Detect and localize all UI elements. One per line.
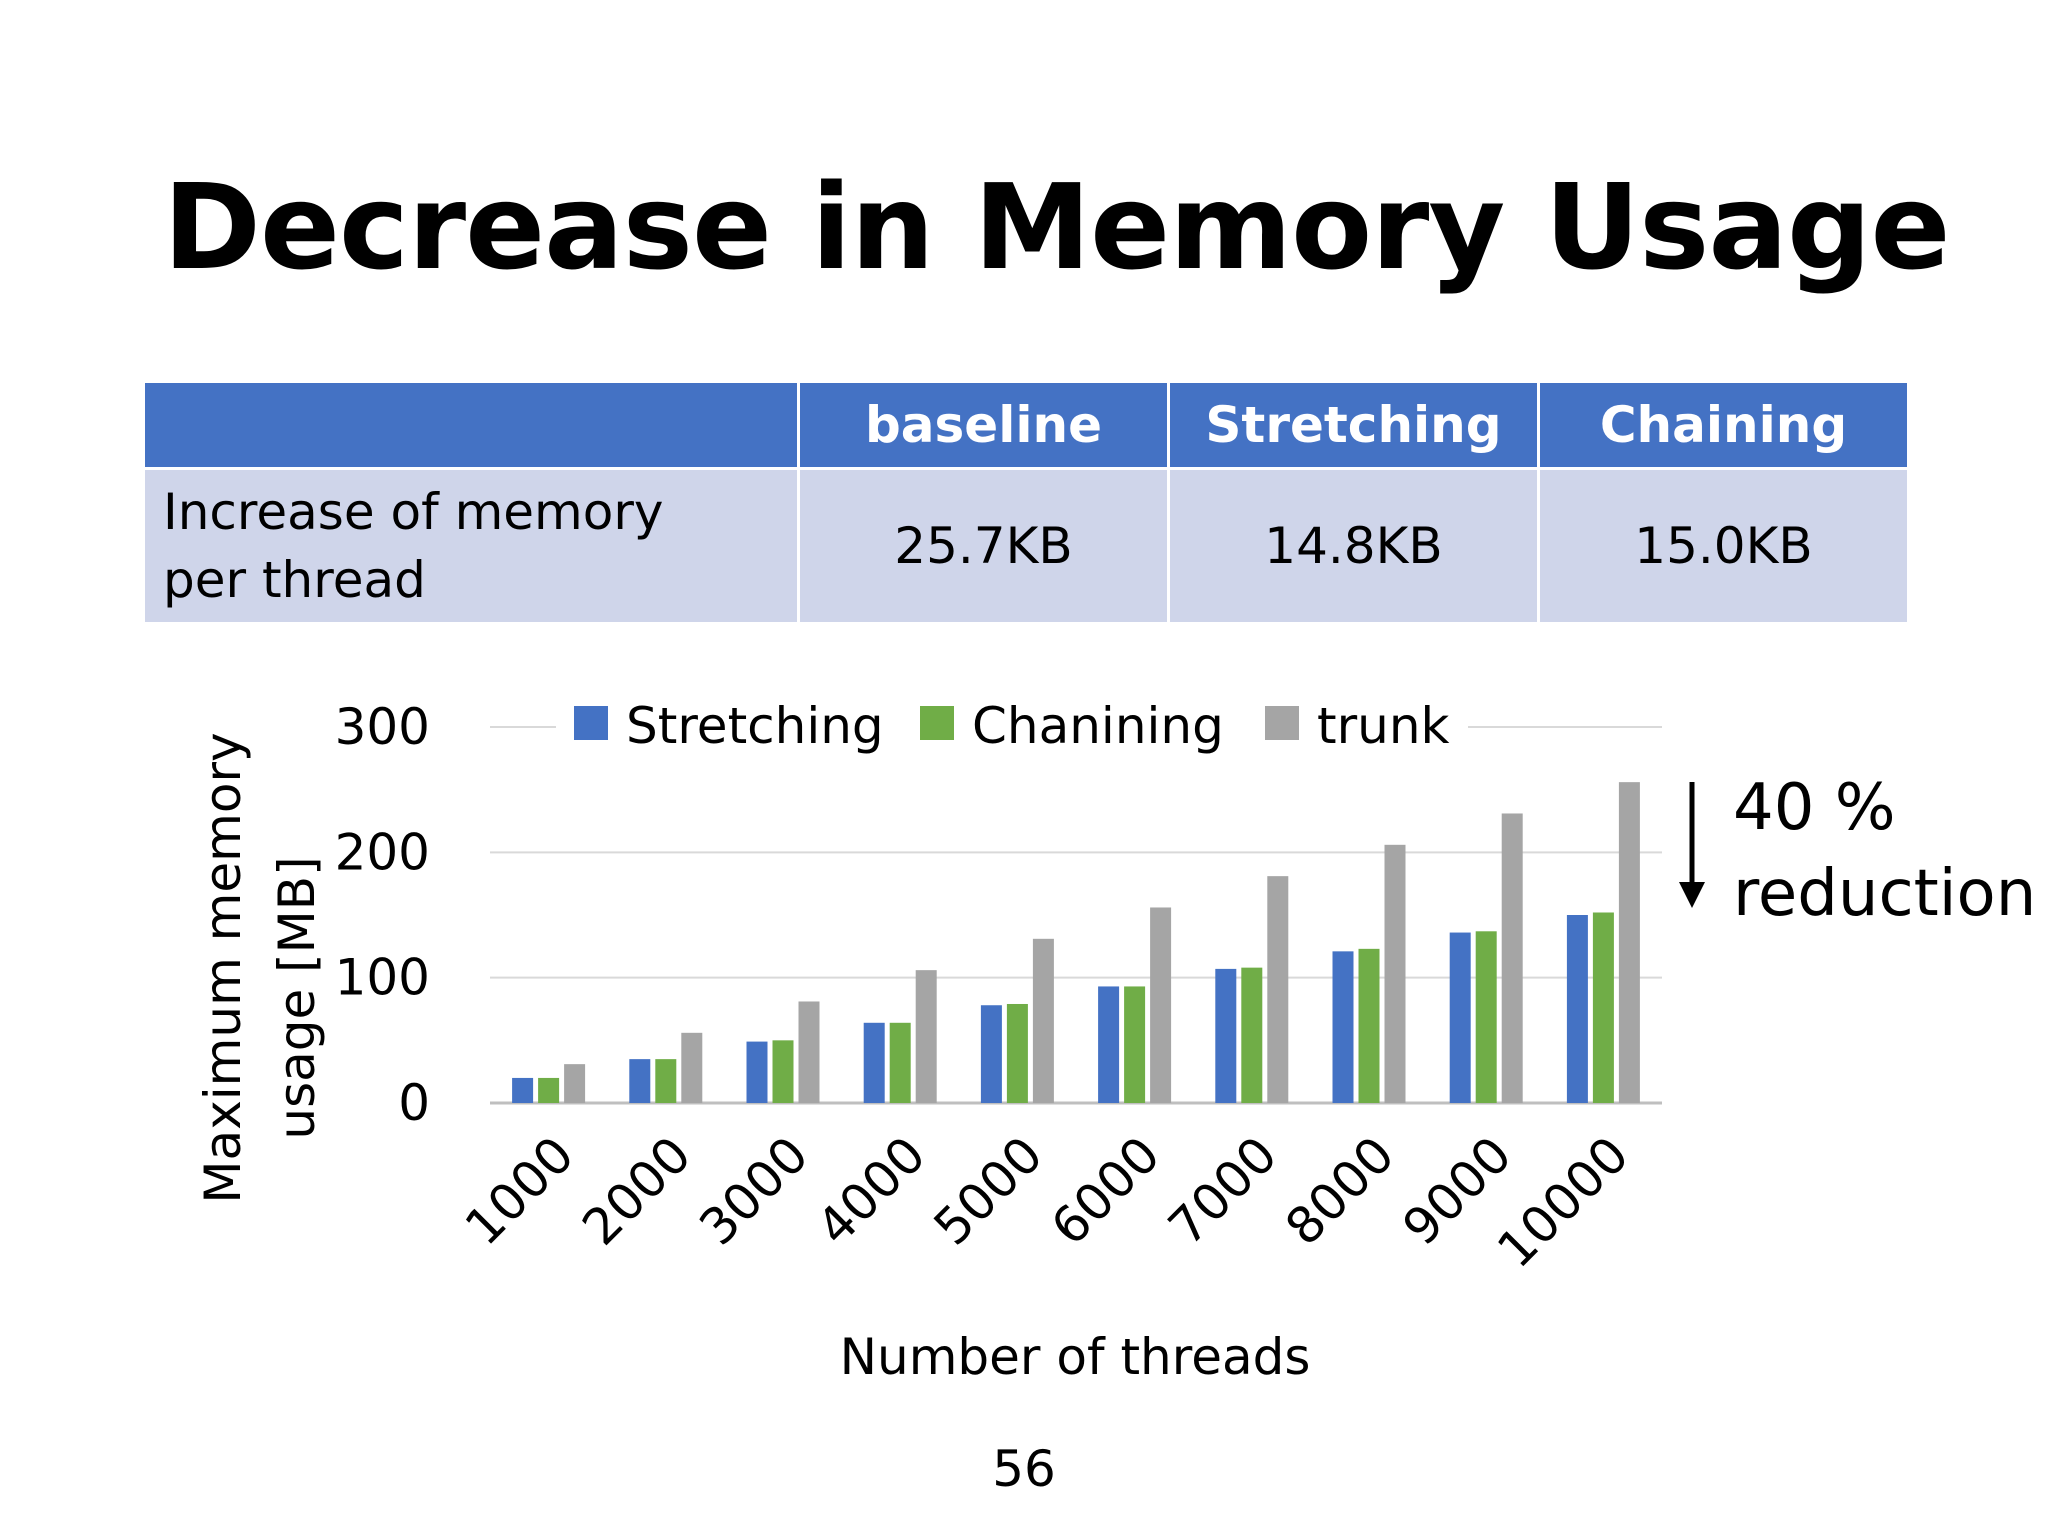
x-tick-label: 5000: [923, 1125, 1054, 1256]
bar-stretching-10000: [1566, 915, 1588, 1103]
legend-label-stretching: Stretching: [626, 697, 884, 755]
bar-trunk-3000: [798, 1001, 820, 1103]
y-tick-label: 200: [335, 823, 430, 881]
bar-trunk-5000: [1032, 938, 1054, 1103]
slide-title: Decrease in Memory Usage: [163, 158, 1951, 296]
table-header-stretching: Stretching: [1167, 380, 1540, 470]
legend-label-trunk: trunk: [1317, 697, 1450, 755]
x-tick-label: 1000: [454, 1125, 585, 1256]
reduction-annotation: 40 % reduction: [1733, 765, 2036, 937]
bar-chanining-9000: [1475, 931, 1497, 1103]
x-tick-label: 3000: [688, 1125, 819, 1256]
reduction-line1: 40 %: [1733, 771, 1896, 845]
x-tick-label: 6000: [1040, 1125, 1171, 1256]
bar-trunk-4000: [915, 970, 937, 1103]
y-tick-label: 300: [335, 698, 430, 756]
reduction-arrow-icon: [1679, 782, 1705, 908]
x-tick-label: 10000: [1486, 1125, 1639, 1278]
bar-trunk-2000: [681, 1032, 703, 1103]
bar-chanining-3000: [772, 1040, 794, 1103]
page-number: 56: [992, 1440, 1056, 1498]
bar-trunk-10000: [1618, 782, 1640, 1103]
legend-swatch-chanining: [920, 706, 954, 740]
bar-chanining-2000: [655, 1059, 677, 1103]
bar-stretching-1000: [512, 1077, 534, 1103]
legend-label-chanining: Chanining: [972, 697, 1224, 755]
y-tick-labels: 0 100 200 300: [335, 698, 430, 1132]
x-tick-labels: 1000200030004000500060007000800090001000…: [454, 1125, 1640, 1278]
y-axis-label-line2: usage [MB]: [268, 856, 326, 1139]
table-header-empty: [142, 380, 800, 470]
table-cell-chaining: 15.0KB: [1537, 467, 1910, 625]
table-row-label: Increase of memory per thread: [142, 467, 800, 625]
bar-trunk-1000: [564, 1064, 586, 1103]
bar-trunk-9000: [1501, 813, 1523, 1103]
x-tick-label: 4000: [806, 1125, 937, 1256]
legend-background: [556, 690, 1468, 764]
x-tick-label: 2000: [571, 1125, 702, 1256]
bar-stretching-4000: [863, 1022, 885, 1103]
bar-chanining-6000: [1124, 986, 1146, 1103]
bar-stretching-7000: [1215, 968, 1237, 1103]
x-tick-label: 7000: [1157, 1125, 1288, 1256]
table-header-row: baseline Stretching Chaining: [142, 380, 1910, 470]
x-axis-label: Number of threads: [840, 1328, 1311, 1386]
bar-chanining-7000: [1241, 967, 1263, 1103]
bar-trunk-7000: [1267, 876, 1289, 1103]
row-label-line2: per thread: [163, 551, 426, 609]
table-cell-stretching: 14.8KB: [1167, 467, 1540, 625]
legend: Stretching Chanining trunk: [556, 690, 1468, 764]
y-tick-label: 0: [398, 1074, 430, 1132]
bar-chanining-10000: [1592, 912, 1614, 1103]
table-cell-baseline: 25.7KB: [797, 467, 1170, 625]
bar-stretching-3000: [746, 1041, 768, 1103]
table-header-chaining: Chaining: [1537, 380, 1910, 470]
memory-summary-table: baseline Stretching Chaining Increase of…: [142, 380, 1910, 625]
row-label-line1: Increase of memory: [163, 483, 664, 541]
legend-swatch-trunk: [1265, 706, 1299, 740]
bar-chanining-8000: [1358, 948, 1380, 1103]
table-header-baseline: baseline: [797, 380, 1170, 470]
y-axis-label-line1: Maximum memory: [194, 732, 252, 1203]
bars: [512, 782, 1640, 1103]
legend-swatch-stretching: [574, 706, 608, 740]
x-tick-label: 8000: [1274, 1125, 1405, 1256]
y-tick-label: 100: [335, 949, 430, 1007]
bar-trunk-6000: [1150, 907, 1172, 1103]
bar-chanining-5000: [1006, 1003, 1028, 1103]
reduction-line2: reduction: [1733, 857, 2037, 931]
bar-stretching-2000: [629, 1059, 651, 1103]
table-row: Increase of memory per thread 25.7KB 14.…: [142, 467, 1910, 625]
bar-stretching-8000: [1332, 951, 1354, 1103]
bar-stretching-9000: [1449, 932, 1471, 1103]
bar-trunk-8000: [1384, 844, 1406, 1103]
bar-chanining-4000: [889, 1022, 911, 1103]
bar-stretching-5000: [980, 1005, 1002, 1103]
bar-chanining-1000: [538, 1077, 560, 1103]
bar-stretching-6000: [1098, 986, 1120, 1103]
